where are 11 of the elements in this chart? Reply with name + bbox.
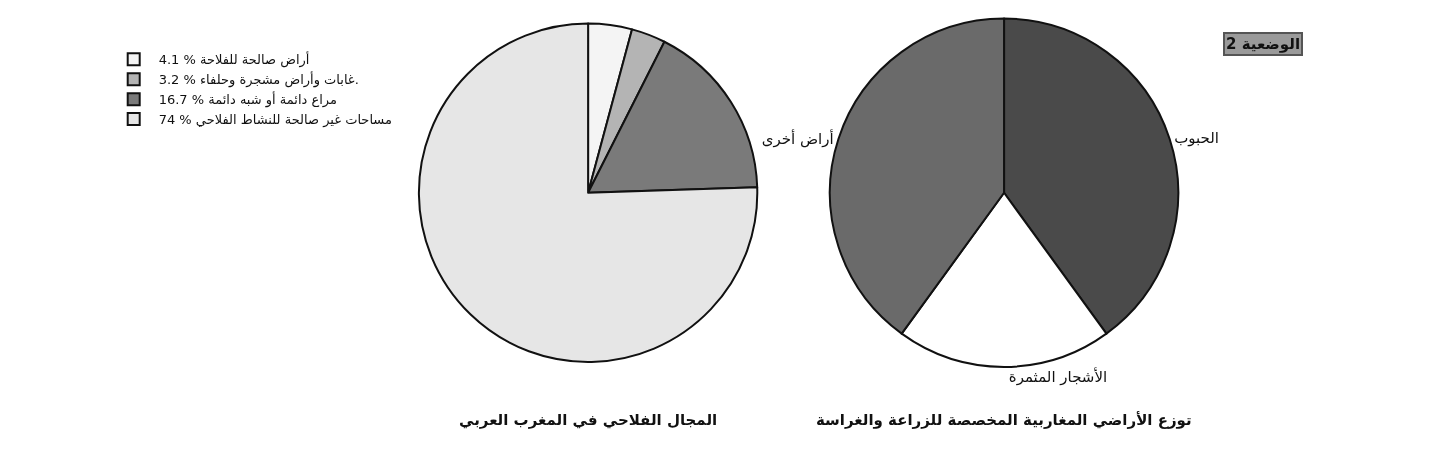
- legend-label: 4.1 % أراض صالحة للفلاحة: [158, 51, 310, 69]
- legend-label: 3.2 % غابات وأراض مشجرة وحلفاء.: [158, 71, 359, 89]
- slice-label: أراض أخرى: [761, 128, 834, 148]
- slice-label: الحبوب: [1174, 129, 1219, 148]
- text: الوضعية 2: [1226, 35, 1301, 53]
- slice-label: الأشجار المثمرة: [1008, 366, 1108, 386]
- text: المجال الفلاحي في المغرب العربي: [459, 411, 718, 429]
- pie-slice: [417, 22, 759, 363]
- text: توزع الأراضي المغاربية المخصصة للزراعة والغراسة: [816, 411, 1192, 429]
- legend-label: 16.7 % مراع دائمة أو شبه دائمة: [158, 91, 337, 109]
- legend-label: 74 % مساحات غير صالحة للنشاط الفلاحي: [158, 112, 392, 129]
